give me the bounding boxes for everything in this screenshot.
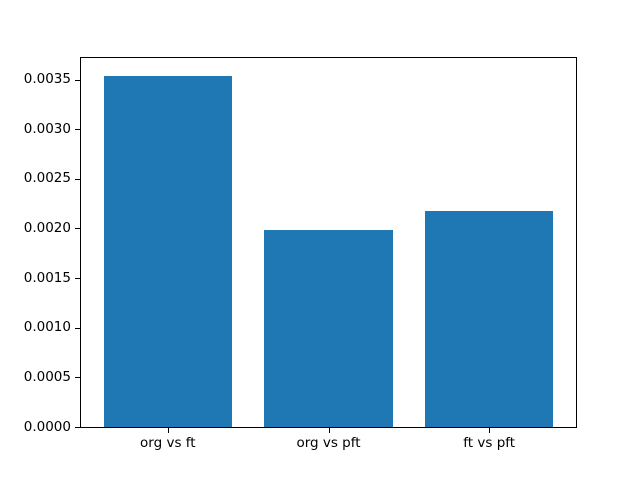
y-tick-mark — [75, 278, 80, 279]
x-tick-label: ft vs pft — [463, 435, 516, 451]
bar-ft-vs-pft — [424, 210, 554, 427]
bar-org-vs-pft — [264, 230, 393, 427]
y-tick-mark — [75, 129, 80, 130]
y-tick-mark — [75, 377, 80, 378]
y-tick-label: 0.0010 — [23, 319, 71, 336]
x-tick-mark — [168, 428, 169, 433]
x-tick-mark — [489, 428, 490, 433]
y-tick-mark — [75, 179, 80, 180]
plot-area — [80, 57, 577, 428]
y-tick-label: 0.0035 — [23, 71, 71, 87]
y-tick-label: 0.0015 — [23, 269, 71, 286]
y-tick-label: 0.0005 — [23, 368, 71, 385]
x-tick-label: org vs ft — [140, 435, 196, 451]
x-tick-mark — [329, 428, 330, 433]
y-tick-label: 0.0030 — [23, 120, 71, 137]
y-tick-label: 0.0020 — [23, 220, 71, 236]
y-tick-mark — [75, 80, 80, 81]
x-tick-label: org vs pft — [296, 435, 361, 451]
bar-org-vs-ft — [103, 75, 233, 427]
y-tick-mark — [75, 228, 80, 229]
y-tick-mark — [75, 427, 80, 428]
y-tick-mark — [75, 328, 80, 329]
y-tick-label: 0.0025 — [23, 170, 71, 187]
y-tick-label: 0.0000 — [23, 418, 71, 435]
